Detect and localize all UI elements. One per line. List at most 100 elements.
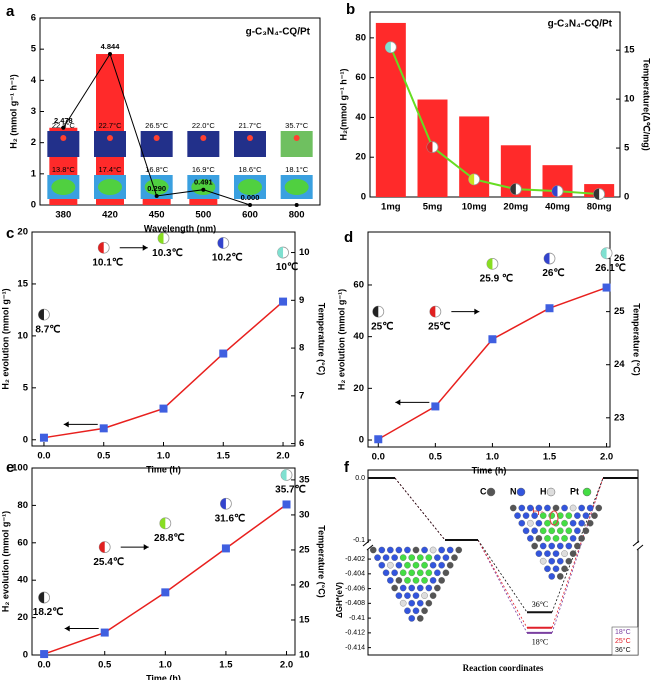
point — [488, 335, 497, 344]
atom-legend-swatch — [582, 487, 592, 497]
atom — [548, 557, 556, 565]
atom — [535, 550, 543, 557]
arrow-head — [474, 308, 480, 315]
chart-title: g-C₃N₄-CQ/Pt — [246, 27, 311, 38]
x-tick-label: 0.0 — [37, 451, 50, 462]
plot-frame — [31, 467, 296, 656]
atom — [412, 561, 420, 569]
x-tick-label: 800 — [289, 210, 305, 221]
x-tick-label: 500 — [195, 210, 211, 221]
atom — [569, 519, 577, 527]
atom — [399, 569, 407, 577]
thermal-top-temp: 22.0°C — [192, 121, 216, 130]
atom — [544, 519, 551, 527]
atom — [565, 527, 573, 535]
atom — [518, 519, 526, 527]
y-tick-label: 40 — [355, 112, 366, 123]
temp-marker-half — [158, 232, 164, 244]
thermal-spot — [60, 135, 67, 141]
axis-break-gap — [364, 543, 372, 549]
x-axis-label: Time (h) — [146, 673, 181, 680]
atom — [408, 584, 416, 592]
atom — [416, 599, 424, 607]
point — [294, 203, 299, 207]
y-axis-label: H₂ evolution (mmol g⁻¹) — [0, 511, 10, 612]
y-tick-label: -0.404 — [345, 571, 365, 578]
y-tick-label: -0.414 — [345, 644, 365, 651]
y-tick-label: -0.408 — [345, 600, 365, 607]
x-tick-label: 20mg — [503, 202, 528, 213]
atom-legend-label: C — [480, 486, 487, 496]
y2-tick-label: 10 — [624, 94, 635, 105]
atom — [429, 546, 437, 554]
arrow-head — [143, 544, 149, 551]
thermal-image — [94, 131, 126, 157]
connector — [477, 539, 528, 613]
atom — [552, 565, 560, 573]
y2-tick-label: 10 — [299, 247, 310, 258]
x-tick-label: 2.0 — [600, 452, 613, 463]
atom — [387, 561, 394, 569]
atom — [408, 615, 416, 622]
plot-frame — [39, 17, 321, 206]
atom — [416, 554, 424, 561]
temperature-label: 35.7℃ — [275, 485, 306, 496]
value-label: 0.000 — [241, 193, 260, 202]
atom — [544, 550, 551, 557]
y2-tick-label: 30 — [299, 509, 310, 520]
arrow-head — [395, 399, 401, 406]
atom — [548, 527, 556, 535]
atom — [556, 527, 564, 535]
temp-marker-half — [552, 185, 558, 197]
thermal-bottom-temp: 17.4°C — [98, 165, 122, 174]
x-tick-label: 2.0 — [276, 451, 289, 462]
y-axis-label: H₂ evolution (mmol g⁻¹) — [336, 289, 346, 390]
temp-marker-half — [217, 237, 224, 249]
atom — [425, 554, 433, 561]
y-tick-label: 5 — [31, 44, 37, 55]
atom — [522, 512, 530, 519]
y-tick-label: 3 — [31, 106, 36, 117]
atom — [518, 504, 526, 512]
y2-tick-label: 8 — [299, 343, 304, 354]
temperature-label: 10.1℃ — [92, 257, 123, 268]
y2-axis-label: Temperature (°C) — [632, 303, 642, 375]
atom — [455, 546, 463, 554]
plot-frame — [367, 469, 639, 656]
atom — [522, 527, 530, 535]
atom — [421, 592, 428, 599]
bar — [142, 195, 171, 205]
x-tick-label: 10mg — [462, 202, 487, 213]
atom — [544, 565, 551, 573]
atom — [421, 561, 428, 569]
y-tick-label: 4 — [31, 75, 37, 86]
atom — [399, 584, 407, 592]
atom — [569, 535, 577, 542]
thermal-top-temp: 22.7°C — [98, 121, 122, 130]
atom — [412, 607, 420, 615]
thermal-bottom-temp: 18.1°C — [285, 165, 309, 174]
atom — [527, 504, 534, 512]
atom — [434, 554, 441, 561]
atom — [408, 554, 416, 561]
trend-line — [62, 52, 297, 206]
atom — [395, 561, 403, 569]
x-tick-label: 0.5 — [429, 452, 443, 463]
y2-axis-label: Temperature(Δ℃/mg) — [642, 58, 652, 150]
connector — [477, 539, 528, 628]
atom — [527, 519, 534, 527]
atom — [438, 577, 445, 584]
temp-marker-half — [468, 173, 475, 185]
y-tick-label: 60 — [17, 537, 28, 548]
connector — [551, 477, 604, 628]
atom — [574, 527, 581, 535]
point — [431, 402, 440, 411]
atom — [595, 504, 603, 512]
atom — [404, 607, 411, 615]
atom — [399, 554, 407, 561]
temp-marker-half — [281, 469, 287, 481]
atom — [569, 550, 577, 557]
atom — [416, 615, 424, 622]
plot-frame — [367, 231, 611, 448]
temperature-label: 25℃ — [428, 321, 450, 332]
